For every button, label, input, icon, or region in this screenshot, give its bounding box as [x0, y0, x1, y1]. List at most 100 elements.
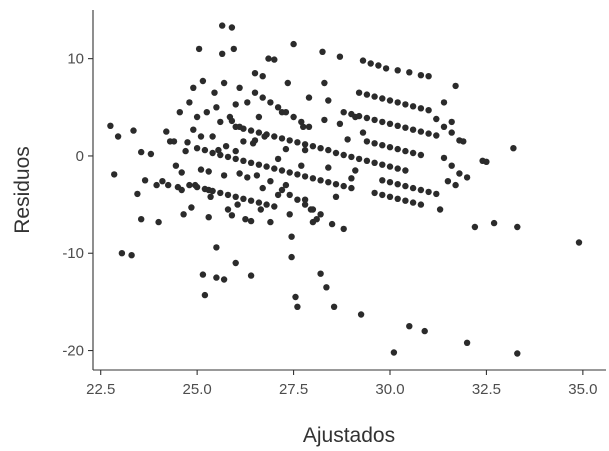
data-point — [394, 67, 401, 74]
data-point — [305, 94, 313, 101]
data-point — [278, 186, 286, 194]
data-point — [219, 50, 226, 57]
data-point — [417, 186, 425, 194]
data-point — [282, 145, 290, 153]
data-point — [386, 97, 394, 104]
data-point — [232, 259, 239, 267]
data-point — [228, 24, 236, 31]
data-point — [359, 57, 367, 64]
data-point — [251, 137, 259, 144]
data-point — [213, 244, 220, 251]
data-point — [317, 270, 324, 277]
data-point — [386, 193, 394, 200]
data-point — [224, 191, 232, 199]
data-point — [379, 191, 386, 199]
data-point — [425, 130, 432, 137]
data-point — [379, 177, 386, 184]
data-point — [394, 181, 401, 188]
data-point — [298, 118, 305, 126]
data-point — [220, 172, 228, 179]
data-point — [379, 95, 386, 102]
data-point — [274, 191, 282, 199]
data-point — [294, 139, 301, 146]
data-point — [138, 216, 145, 223]
data-point — [224, 206, 232, 213]
data-point — [263, 201, 270, 208]
data-point — [178, 186, 185, 194]
data-point — [267, 178, 274, 185]
data-point — [240, 157, 247, 164]
data-point — [483, 158, 490, 165]
data-point — [301, 141, 309, 148]
data-point — [340, 151, 347, 159]
data-point — [305, 123, 313, 130]
data-point — [165, 181, 172, 189]
data-point — [282, 181, 290, 189]
data-point — [220, 79, 228, 87]
data-point — [211, 89, 218, 96]
data-point — [301, 173, 309, 180]
data-point — [271, 203, 278, 210]
data-point — [251, 70, 259, 77]
data-point — [114, 133, 122, 140]
data-point — [363, 114, 371, 122]
data-point — [242, 216, 249, 223]
data-point — [409, 149, 417, 157]
data-point — [440, 99, 448, 106]
data-point — [510, 145, 517, 152]
data-point — [271, 133, 278, 140]
data-point — [463, 174, 471, 181]
data-point — [363, 138, 371, 145]
data-points — [107, 22, 583, 357]
data-point — [379, 142, 386, 149]
data-point — [259, 94, 266, 101]
data-point — [263, 163, 270, 170]
x-tick-label: 35.0 — [568, 381, 597, 398]
data-point — [402, 101, 409, 108]
data-point — [417, 72, 425, 79]
data-point — [379, 118, 386, 126]
data-point — [575, 239, 583, 246]
data-point — [371, 93, 378, 100]
data-point — [209, 149, 216, 157]
data-point — [313, 216, 320, 223]
data-point — [201, 146, 209, 154]
data-point — [163, 128, 170, 135]
data-point — [188, 204, 195, 211]
data-point — [348, 184, 355, 192]
data-point — [282, 109, 290, 116]
data-point — [259, 73, 266, 80]
data-point — [425, 107, 432, 114]
data-point — [452, 82, 459, 90]
data-point — [247, 217, 255, 225]
y-axis-ticks: 10 0 -10 -20 — [62, 51, 93, 360]
data-point — [244, 174, 251, 181]
data-point — [232, 101, 239, 108]
data-point — [367, 60, 374, 67]
data-point — [224, 153, 232, 161]
data-point — [301, 196, 309, 203]
data-point — [323, 284, 330, 291]
x-axis-ticks: 22.5 25.0 27.5 30.0 32.5 35.0 — [86, 370, 597, 398]
data-point — [348, 175, 355, 182]
data-point — [240, 195, 247, 202]
data-point — [355, 89, 363, 96]
data-point — [247, 272, 255, 279]
data-point — [271, 56, 278, 63]
data-point — [288, 233, 295, 240]
data-point — [182, 147, 189, 155]
data-point — [240, 138, 247, 145]
data-point — [213, 104, 220, 111]
data-point — [292, 293, 299, 301]
data-point — [456, 170, 463, 177]
data-point — [236, 170, 243, 177]
data-point — [433, 115, 440, 123]
data-point — [228, 117, 236, 125]
data-point — [199, 271, 207, 278]
y-tick-label: -20 — [62, 343, 84, 360]
data-point — [371, 159, 378, 166]
data-point — [301, 201, 309, 208]
data-point — [207, 193, 214, 200]
data-point — [471, 223, 479, 231]
